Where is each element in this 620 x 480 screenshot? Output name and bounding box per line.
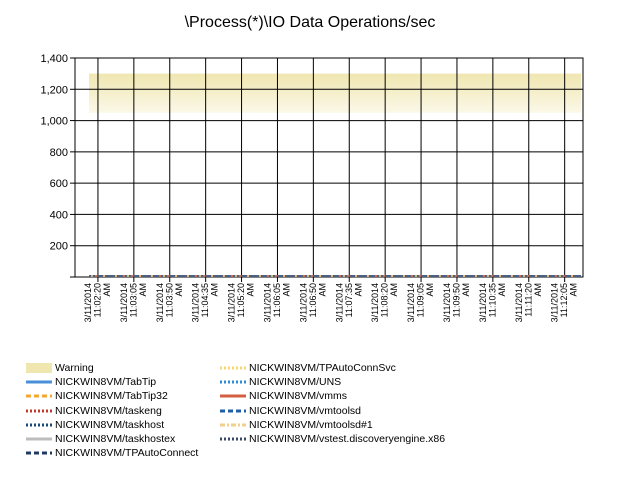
y-tick-label: 1,400 xyxy=(40,53,68,65)
legend-label: NICKWIN8VM/taskhost xyxy=(55,418,165,431)
chart-title: \Process(*)\IO Data Operations/sec xyxy=(184,14,436,31)
x-tick-label: 11:09:05 xyxy=(416,283,426,317)
legend-swatch xyxy=(220,420,246,430)
legend-label: NICKWIN8VM/UNS xyxy=(249,376,342,389)
y-tick-label: 1,000 xyxy=(40,116,68,128)
x-tick-label: 11:07:35 xyxy=(344,283,354,317)
legend-swatch xyxy=(220,363,246,373)
y-tick-label: 800 xyxy=(50,147,68,159)
x-tick-label: 11:10:35 xyxy=(487,283,497,317)
x-tick-label: AM xyxy=(389,283,399,297)
legend-column-2: NICKWIN8VM/TPAutoConnSvc NICKWIN8VM/UNS NI… xyxy=(220,361,445,446)
legend-item: NICKWIN8VM/TPAutoConnSvc xyxy=(220,361,445,375)
x-tick-label: AM xyxy=(461,283,471,297)
y-tick-label: 400 xyxy=(50,209,68,221)
legend-label: NICKWIN8VM/TPAutoConnect xyxy=(55,447,199,460)
x-tick-label: 11:04:35 xyxy=(200,283,210,317)
x-tick-label: 3/11/2014 xyxy=(514,283,524,322)
x-tick-label: 3/11/2014 xyxy=(227,283,237,322)
legend-label: NICKWIN8VM/vmms xyxy=(249,390,347,403)
legend-item: NICKWIN8VM/TabTip32 xyxy=(26,389,198,403)
x-tick-label: AM xyxy=(569,283,579,297)
x-tick-label: 3/11/2014 xyxy=(334,283,344,322)
x-tick-label: 3/11/2014 xyxy=(406,283,416,322)
legend-item: NICKWIN8VM/vmms xyxy=(220,389,445,403)
x-tick-label: AM xyxy=(353,283,363,297)
x-tick-label: AM xyxy=(174,283,184,297)
legend-label: NICKWIN8VM/taskhostex xyxy=(55,432,176,445)
legend-item: Warning xyxy=(26,361,198,375)
x-tick-label: 11:03:05 xyxy=(128,283,138,317)
legend-label: NICKWIN8VM/vmtoolsd xyxy=(249,404,362,417)
x-tick-label: AM xyxy=(102,283,112,297)
x-tick-label: 3/11/2014 xyxy=(550,283,560,322)
legend-item: NICKWIN8VM/taskeng xyxy=(26,404,198,418)
x-tick-label: 3/11/2014 xyxy=(298,283,308,322)
x-tick-label: AM xyxy=(138,283,148,297)
x-tick-label: 11:08:20 xyxy=(380,283,390,317)
x-tick-label: AM xyxy=(210,283,220,297)
legend-item: NICKWIN8VM/vstest.discoveryengine.x86 xyxy=(220,432,445,446)
x-tick-label: AM xyxy=(246,283,256,297)
legend-item: NICKWIN8VM/vmtoolsd#1 xyxy=(220,418,445,432)
x-tick-label: AM xyxy=(317,283,327,297)
legend-label: NICKWIN8VM/TabTip xyxy=(55,376,157,389)
legend-item: NICKWIN8VM/UNS xyxy=(220,375,445,389)
x-tick-label: 11:12:05 xyxy=(559,283,569,317)
legend-swatch xyxy=(26,377,52,387)
x-tick-label: 11:06:05 xyxy=(272,283,282,317)
x-tick-label: 11:02:20 xyxy=(92,283,102,317)
x-tick-label: AM xyxy=(425,283,435,297)
legend-swatch xyxy=(26,391,52,401)
y-tick-label: 1,200 xyxy=(40,84,68,96)
legend-swatch xyxy=(220,406,246,416)
legend-label: NICKWIN8VM/vstest.discoveryengine.x86 xyxy=(249,432,446,445)
x-tick-label: 3/11/2014 xyxy=(442,283,452,322)
x-tick-label: 3/11/2014 xyxy=(370,283,380,322)
x-tick-label: 3/11/2014 xyxy=(155,283,165,322)
plot-frame xyxy=(74,57,584,278)
legend-label: NICKWIN8VM/TPAutoConnSvc xyxy=(249,362,396,374)
legend-item: NICKWIN8VM/taskhost xyxy=(26,418,198,432)
x-tick-label: 3/11/2014 xyxy=(262,283,272,322)
x-tick-label: AM xyxy=(497,283,507,297)
x-tick-label: 3/11/2014 xyxy=(119,283,129,322)
x-tick-label: 3/11/2014 xyxy=(191,283,201,322)
x-tick-label: 11:09:50 xyxy=(451,283,461,317)
legend-swatch xyxy=(26,448,52,458)
y-tick-label: 600 xyxy=(50,178,68,190)
x-tick-label: AM xyxy=(533,283,543,297)
legend-label: Warning xyxy=(55,362,94,374)
legend-swatch xyxy=(26,406,52,416)
legend-item: NICKWIN8VM/vmtoolsd xyxy=(220,404,445,418)
x-tick-label: 11:03:50 xyxy=(164,283,174,317)
legend-swatch xyxy=(26,363,52,374)
legend-swatch xyxy=(220,434,246,444)
legend-swatch xyxy=(26,434,52,444)
legend-item: NICKWIN8VM/taskhostex xyxy=(26,432,198,446)
legend-item: NICKWIN8VM/TPAutoConnect xyxy=(26,446,198,460)
y-tick-label: 200 xyxy=(50,241,68,253)
legend-swatch xyxy=(26,420,52,430)
legend-swatch xyxy=(220,391,246,401)
legend-label: NICKWIN8VM/taskeng xyxy=(55,404,162,417)
x-tick-label: 11:06:50 xyxy=(308,283,318,317)
legend-label: NICKWIN8VM/TabTip32 xyxy=(55,390,168,403)
legend-label: NICKWIN8VM/vmtoolsd#1 xyxy=(249,418,373,431)
x-tick-label: 11:05:20 xyxy=(236,283,246,317)
x-tick-label: 3/11/2014 xyxy=(478,283,488,322)
warning-band xyxy=(89,73,581,113)
legend-item: NICKWIN8VM/TabTip xyxy=(26,375,198,389)
legend-column-1: Warning NICKWIN8VM/TabTip NICKWIN8VM/TabTi… xyxy=(26,361,198,460)
x-tick-label: 11:11:20 xyxy=(523,283,533,317)
legend-swatch xyxy=(220,377,246,387)
x-tick-label: AM xyxy=(281,283,291,297)
x-tick-label: 3/11/2014 xyxy=(83,283,93,322)
